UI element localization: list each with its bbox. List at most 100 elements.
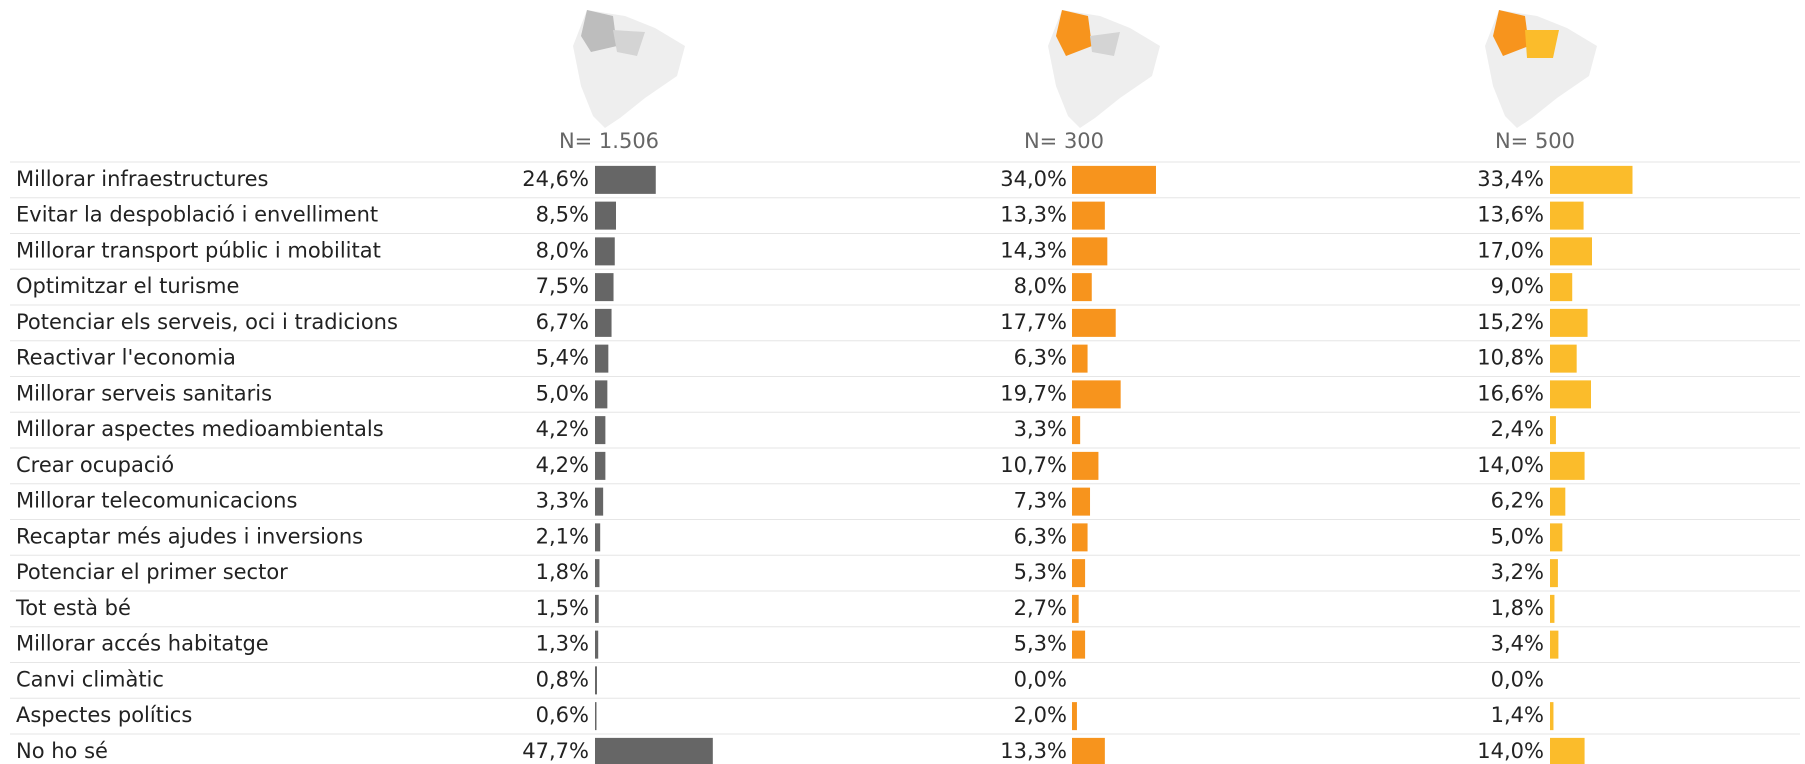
bar [1550,165,1633,194]
bar [1550,630,1559,659]
bar [595,165,656,194]
bar [595,451,606,480]
series-name: N= 500 [1495,129,1575,153]
category-label: Millorar accés habitatge [16,632,269,656]
bar [1550,559,1558,588]
bar [1072,487,1091,516]
value-label: 47,7% [522,739,589,763]
value-label: 1,3% [536,632,589,656]
value-label: 0,0% [1014,667,1067,691]
value-label: 5,0% [1491,524,1544,548]
bar [1072,416,1081,445]
series-name: N= 1.506 [559,129,659,153]
value-label: 4,2% [536,417,589,441]
category-label: Millorar transport públic i mobilitat [16,238,381,262]
category-label: Reactivar l'economia [16,346,236,370]
value-label: 5,4% [536,346,589,370]
bar [595,201,616,230]
bar [1072,344,1088,373]
bar [595,237,615,266]
bar [595,308,612,337]
value-label: 14,3% [1000,238,1067,262]
value-label: 3,4% [1491,632,1544,656]
bar [1550,451,1585,480]
bar [1072,308,1116,337]
value-label: 6,3% [1014,524,1067,548]
category-label: Millorar infraestructures [16,167,268,191]
value-label: 0,8% [536,667,589,691]
map-all [573,10,685,128]
value-label: 8,5% [536,203,589,227]
value-label: 5,0% [536,381,589,405]
category-label: Canvi climàtic [16,667,164,691]
category-label: Optimitzar el turisme [16,274,239,298]
bar [595,416,606,445]
value-label: 6,7% [536,310,589,334]
value-label: 13,6% [1477,203,1544,227]
category-label: Millorar serveis sanitaris [16,381,272,405]
bar [1072,165,1156,194]
value-label: 8,0% [536,238,589,262]
category-label: No ho sé [16,739,108,763]
bar [1072,273,1092,302]
bar [595,380,608,409]
value-label: 17,7% [1000,310,1067,334]
bar [1072,630,1086,659]
category-label: Tot està bé [15,596,131,620]
bar [1072,451,1099,480]
bar [595,344,609,373]
value-label: 7,3% [1014,489,1067,513]
bar [1072,237,1108,266]
value-label: 5,3% [1014,560,1067,584]
category-label: Millorar aspectes medioambientals [16,417,384,441]
category-label: Recaptar més ajudes i inversions [16,524,363,548]
value-label: 9,0% [1491,274,1544,298]
value-label: 13,3% [1000,739,1067,763]
value-label: 15,2% [1477,310,1544,334]
value-label: 8,0% [1014,274,1067,298]
value-label: 3,3% [1014,417,1067,441]
bar [595,594,599,623]
bar [1550,416,1556,445]
value-label: 33,4% [1477,167,1544,191]
bar [1550,702,1554,731]
value-label: 1,8% [1491,596,1544,620]
bar [1072,201,1105,230]
value-label: 5,3% [1014,632,1067,656]
value-label: 10,7% [1000,453,1067,477]
value-label: 1,8% [536,560,589,584]
bar [595,487,604,516]
value-label: 10,8% [1477,346,1544,370]
value-label: 6,2% [1491,489,1544,513]
bar [1072,737,1105,764]
bar [1550,737,1585,764]
category-label: Potenciar el primer sector [16,560,288,584]
value-label: 34,0% [1000,167,1067,191]
bar [595,666,597,695]
value-label: 2,7% [1014,596,1067,620]
bar [1072,559,1086,588]
bar [1072,523,1088,552]
category-label: Crear ocupació [16,453,174,477]
value-label: 13,3% [1000,203,1067,227]
bar [1550,273,1573,302]
value-label: 24,6% [522,167,589,191]
bar [1550,594,1555,623]
bar [1072,594,1079,623]
bar [595,273,614,302]
bar [1550,237,1592,266]
bar [595,523,601,552]
value-label: 1,5% [536,596,589,620]
map-region-1 [1048,10,1160,128]
value-label: 1,4% [1491,703,1544,727]
value-label: 2,4% [1491,417,1544,441]
bar [1550,487,1566,516]
value-label: 14,0% [1477,453,1544,477]
category-label: Evitar la despoblació i envelliment [16,203,378,227]
value-label: 2,1% [536,524,589,548]
value-label: 17,0% [1477,238,1544,262]
category-label: Millorar telecomunicacions [16,489,297,513]
value-label: 14,0% [1477,739,1544,763]
bar [1550,201,1584,230]
value-label: 19,7% [1000,381,1067,405]
